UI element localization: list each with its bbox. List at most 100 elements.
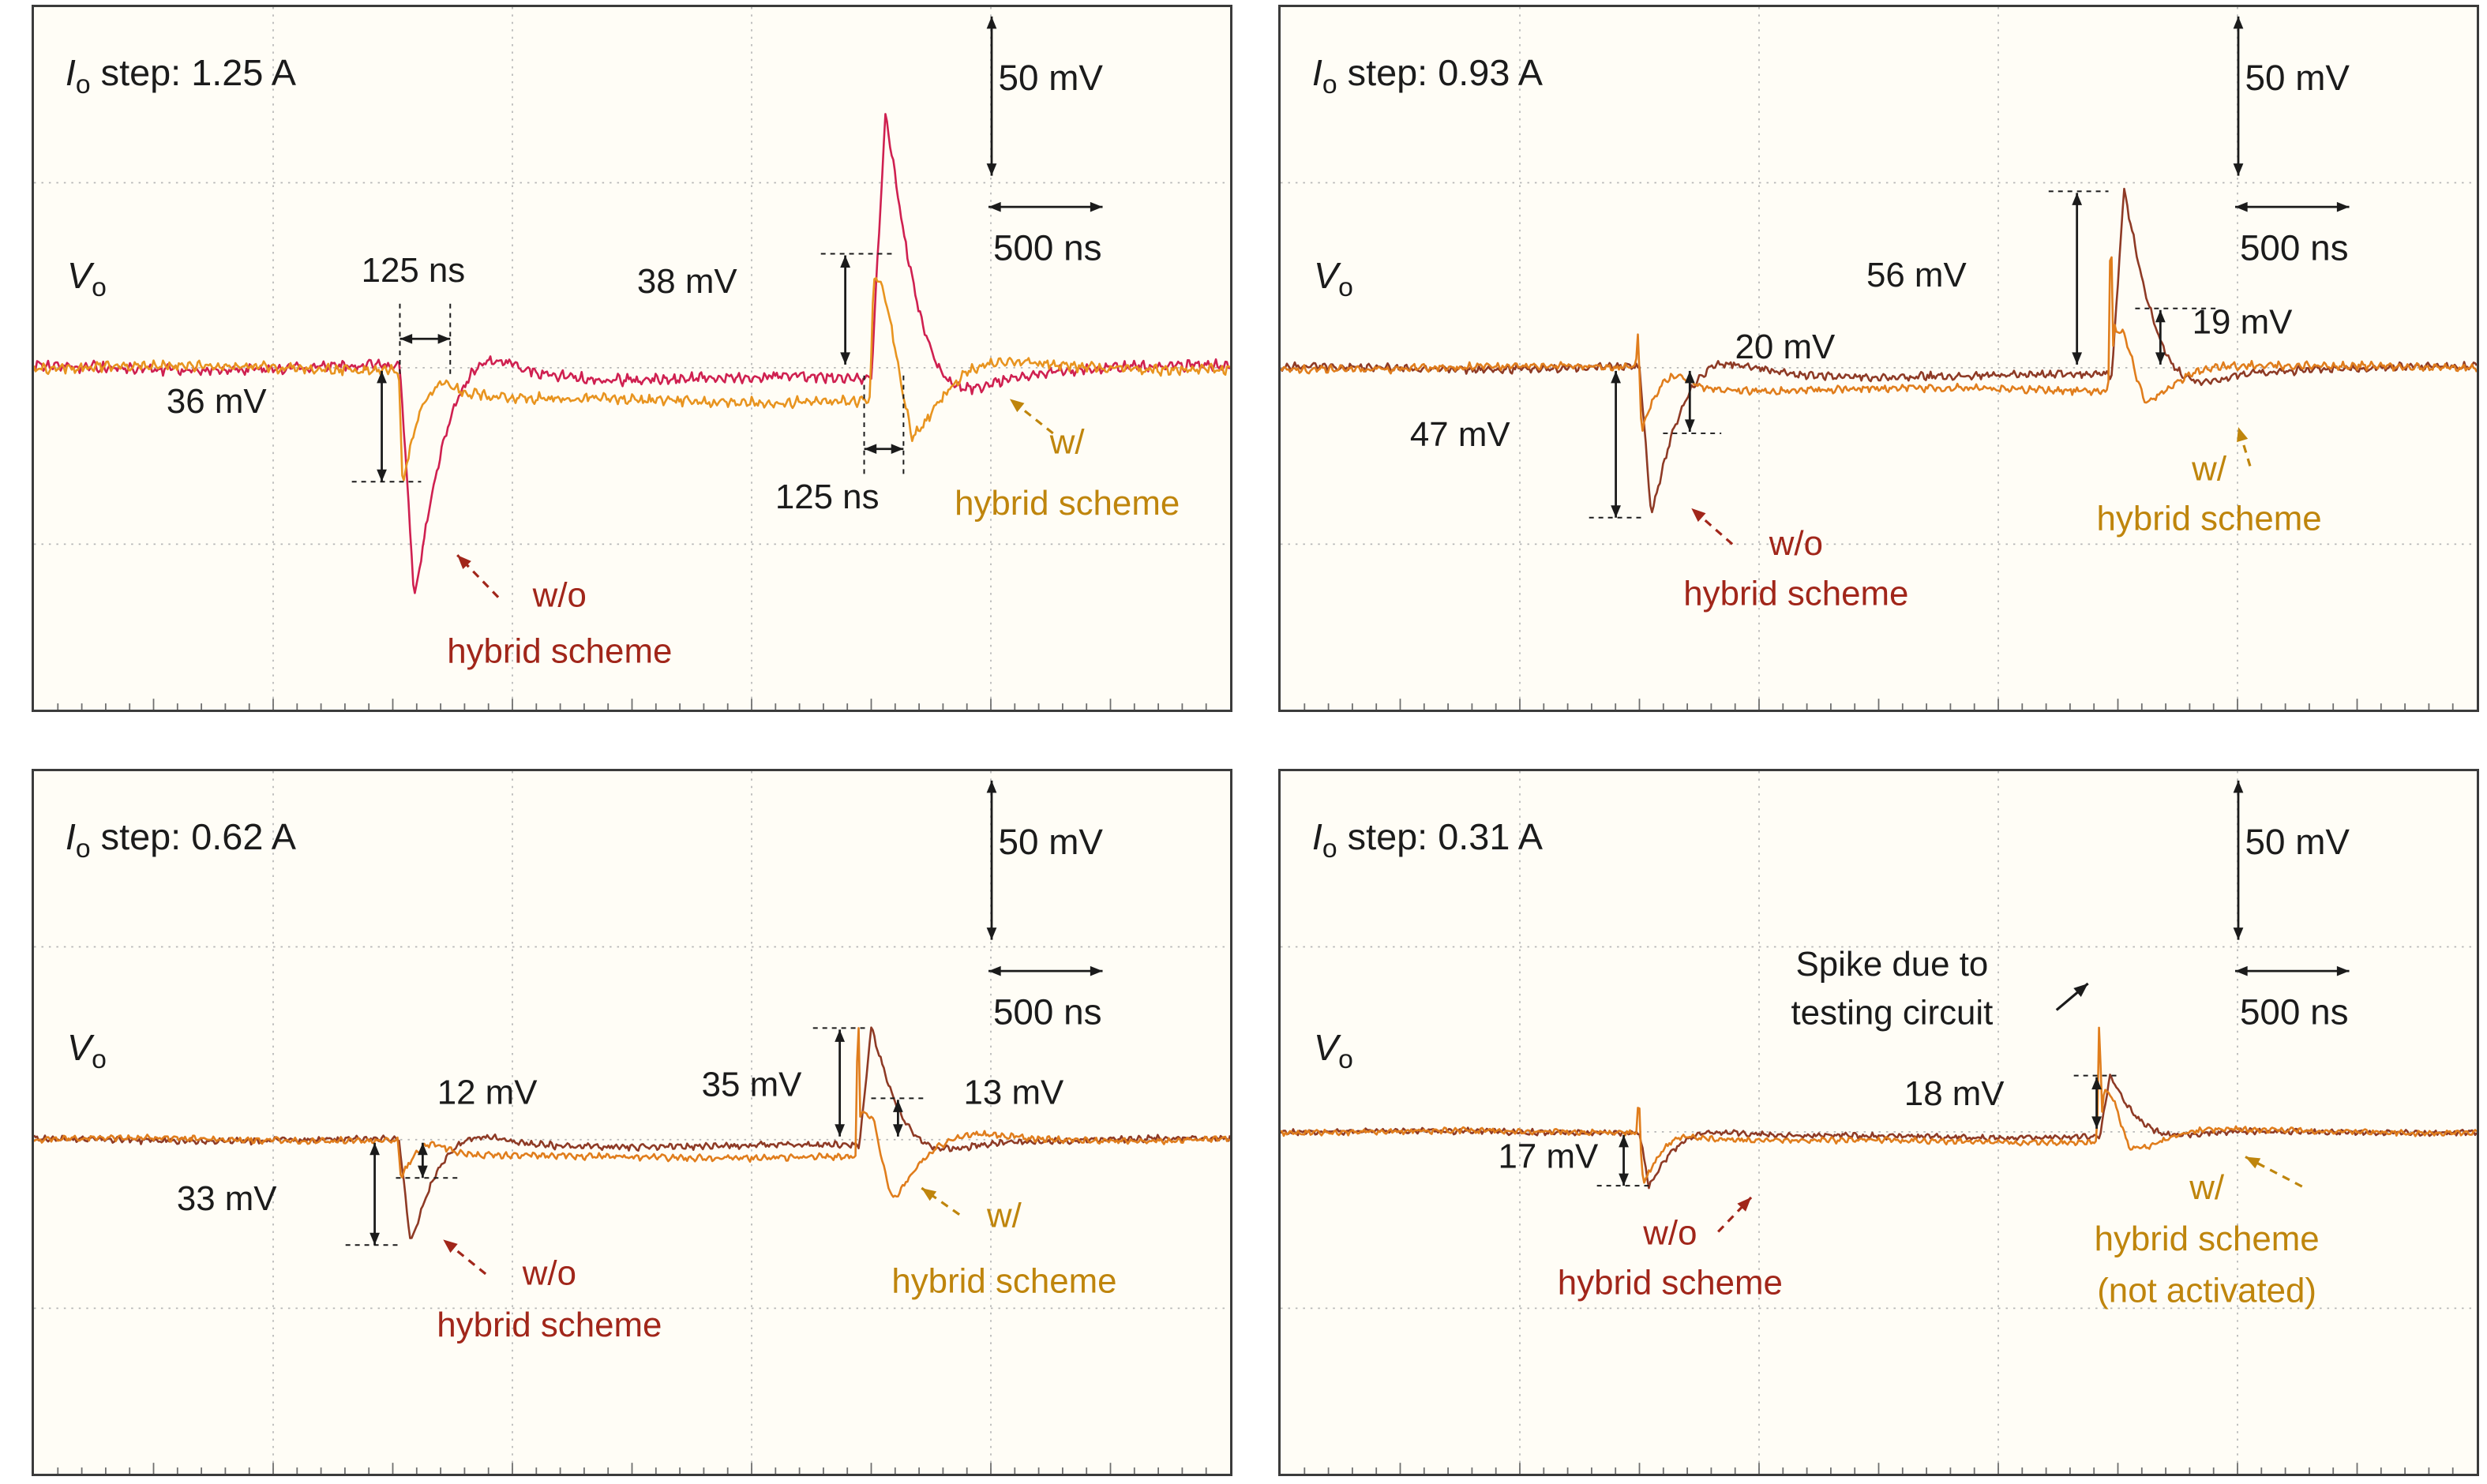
arrowhead bbox=[864, 444, 877, 455]
signal-label: Vo bbox=[1314, 1027, 1353, 1074]
arrowhead bbox=[988, 965, 1001, 976]
annotation-label: 50 mV bbox=[999, 822, 1104, 862]
arrowhead bbox=[2336, 201, 2350, 212]
arrowhead bbox=[840, 352, 850, 365]
arrowhead bbox=[457, 555, 471, 569]
scope-panel-io-step-0p62A: Io step: 0.62 A Vo 12 mV 33 mV 35 mV 13 mV 50 … bbox=[32, 769, 1232, 1476]
arrowhead bbox=[1090, 201, 1103, 212]
signal-label: Vo bbox=[1314, 255, 1353, 302]
annotation-label: hybrid scheme bbox=[437, 1306, 662, 1344]
arrowhead bbox=[369, 1142, 380, 1156]
waveform-wo-hybrid bbox=[1281, 187, 2477, 514]
annotation-label: 17 mV bbox=[1499, 1137, 1599, 1176]
arrowhead bbox=[2233, 163, 2244, 176]
arrowhead bbox=[921, 1188, 937, 1201]
arrowhead bbox=[2237, 427, 2249, 443]
waveform-w-hybrid bbox=[1281, 256, 2477, 432]
waveform-w-hybrid bbox=[34, 276, 1230, 482]
arrowhead bbox=[2235, 201, 2248, 212]
arrowhead bbox=[2233, 780, 2244, 793]
arrowhead bbox=[835, 1029, 846, 1042]
signal-label: Io step: 1.25 A bbox=[66, 52, 297, 99]
annotation-label: 36 mV bbox=[167, 382, 267, 421]
arrowhead bbox=[988, 201, 1001, 212]
arrowhead bbox=[369, 1232, 380, 1246]
arrowhead bbox=[2155, 352, 2166, 365]
annotation-label: 56 mV bbox=[1866, 256, 1967, 294]
arrowhead bbox=[1090, 965, 1103, 976]
annotation-label: hybrid scheme bbox=[2095, 1220, 2320, 1258]
annotation-label: w/ bbox=[2191, 449, 2227, 488]
arrowhead bbox=[2233, 928, 2244, 940]
pointer-arrow bbox=[921, 1186, 961, 1216]
oscilloscope-plot-0p31A: Io step: 0.31 A Vo Spike due to testing cir… bbox=[1281, 771, 2477, 1474]
waveform-w-hybrid bbox=[1281, 1026, 2477, 1184]
annotation-label: hybrid scheme bbox=[447, 632, 672, 671]
annotation-label: Spike due to bbox=[1796, 945, 1989, 984]
waveform-wo-hybrid bbox=[34, 113, 1230, 594]
annotation-label: hybrid scheme bbox=[1683, 575, 1908, 613]
arrowhead bbox=[1611, 505, 1621, 518]
arrowhead bbox=[893, 1124, 903, 1137]
arrowhead bbox=[1619, 1134, 1629, 1148]
waveform-wo-hybrid bbox=[34, 1026, 1230, 1239]
arrowhead bbox=[417, 1165, 428, 1179]
arrowhead bbox=[2073, 983, 2088, 997]
annotation-label: 50 mV bbox=[2245, 58, 2350, 98]
signal-label: Vo bbox=[67, 1027, 107, 1074]
arrowhead bbox=[986, 780, 997, 793]
annotation-label: 500 ns bbox=[993, 992, 1102, 1032]
oscilloscope-plot-1p25A: Io step: 1.25 A Vo 125 ns 36 mV 38 mV 125 ns 5… bbox=[34, 7, 1230, 710]
arrowhead bbox=[1684, 370, 1695, 384]
annotation-label: hybrid scheme bbox=[891, 1262, 1116, 1301]
arrowhead bbox=[2091, 1116, 2102, 1129]
arrowhead bbox=[2233, 16, 2244, 29]
pointer-arrow bbox=[2245, 1156, 2303, 1188]
signal-label: Io step: 0.31 A bbox=[1312, 816, 1544, 864]
arrowhead bbox=[437, 333, 451, 344]
signal-label: Io step: 0.62 A bbox=[66, 816, 297, 864]
annotation-label: 35 mV bbox=[702, 1066, 802, 1104]
annotation-label: 125 ns bbox=[362, 251, 466, 290]
signal-label: Vo bbox=[67, 255, 107, 302]
arrowhead bbox=[891, 444, 904, 455]
annotation-label: hybrid scheme bbox=[2097, 500, 2322, 538]
scope-panel-io-step-0p93A: Io step: 0.93 A Vo 56 mV 19 mV 20 mV 47 mV 50 … bbox=[1278, 5, 2479, 712]
annotation-label: 50 mV bbox=[999, 58, 1104, 98]
waveform-w-hybrid bbox=[34, 1027, 1230, 1198]
annotation-label: 18 mV bbox=[1904, 1074, 2005, 1113]
annotation-label: hybrid scheme bbox=[955, 484, 1180, 523]
arrowhead bbox=[399, 333, 413, 344]
annotation-label: 50 mV bbox=[2245, 822, 2350, 862]
arrowhead bbox=[840, 255, 850, 268]
annotation-label: 13 mV bbox=[964, 1073, 1064, 1111]
arrowhead bbox=[1611, 370, 1621, 384]
annotation-label: w/ bbox=[1049, 423, 1086, 462]
annotation-label: 38 mV bbox=[637, 262, 737, 301]
annotation-label: w/o bbox=[532, 576, 587, 615]
arrowhead bbox=[2245, 1156, 2261, 1169]
arrowhead bbox=[1737, 1197, 1752, 1212]
annotation-label: hybrid scheme bbox=[1558, 1264, 1783, 1302]
arrowhead bbox=[2235, 965, 2248, 976]
arrowhead bbox=[835, 1124, 846, 1137]
arrowhead bbox=[986, 928, 997, 940]
arrowhead bbox=[1684, 419, 1695, 432]
annotation-label: w/o bbox=[522, 1254, 576, 1293]
annotation-label: 500 ns bbox=[993, 228, 1102, 268]
annotation-label: w/o bbox=[1642, 1213, 1697, 1252]
annotation-label: 12 mV bbox=[437, 1073, 538, 1111]
arrowhead bbox=[986, 163, 997, 176]
arrowhead bbox=[377, 469, 387, 482]
annotation-label: 33 mV bbox=[177, 1179, 277, 1218]
annotation-label: 47 mV bbox=[1410, 415, 1510, 454]
oscilloscope-plot-0p93A: Io step: 0.93 A Vo 56 mV 19 mV 20 mV 47 mV 50 … bbox=[1281, 7, 2477, 710]
annotation-label: (not activated) bbox=[2097, 1272, 2316, 1310]
arrowhead bbox=[417, 1142, 428, 1156]
scope-panel-io-step-1p25A: Io step: 1.25 A Vo 125 ns 36 mV 38 mV 125 ns 5… bbox=[32, 5, 1232, 712]
annotation-label: w/ bbox=[2189, 1168, 2225, 1207]
arrowhead bbox=[986, 16, 997, 29]
annotation-label: testing circuit bbox=[1791, 994, 1994, 1032]
arrowhead bbox=[1619, 1173, 1629, 1186]
